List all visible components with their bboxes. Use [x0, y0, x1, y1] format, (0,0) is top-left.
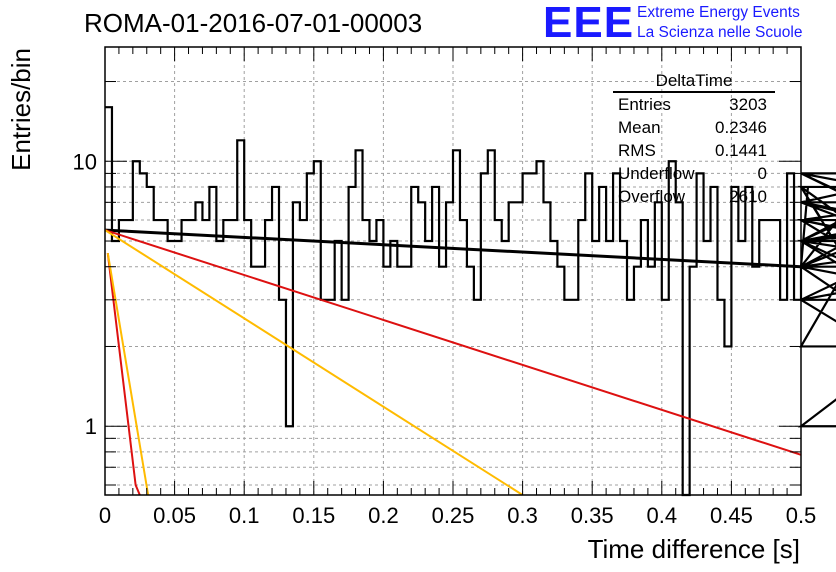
stats-label: Overflow	[618, 187, 686, 206]
stats-row-underflow: Underflow 0	[611, 162, 775, 185]
stats-label: RMS	[618, 141, 656, 160]
fit-line-black	[104, 228, 802, 269]
stats-value: 0.2346	[715, 118, 767, 137]
x-tick-label: 0.05	[153, 503, 196, 528]
eee-logo: EEE Extreme Energy Events La Scienza nel…	[543, 0, 833, 47]
x-tick-label: 0.3	[507, 503, 538, 528]
x-tick-label: 0.45	[710, 503, 753, 528]
y-axis-label: Entries/bin	[6, 48, 36, 171]
fit-line-red	[106, 253, 141, 496]
stats-box: DeltaTime Entries 3203 Mean 0.2346 RMS 0…	[611, 70, 775, 208]
x-tick-label: 0	[99, 503, 111, 528]
stats-row-mean: Mean 0.2346	[611, 116, 775, 139]
fit-line-orange	[106, 252, 150, 496]
x-tick-label: 0.35	[571, 503, 614, 528]
histogram-layer	[105, 106, 836, 497]
y-tick-label: 1	[85, 414, 97, 439]
x-tick-label: 0.4	[647, 503, 678, 528]
fit-line-orange	[104, 229, 524, 496]
stats-value: 0	[757, 164, 767, 183]
histogram-steps	[105, 106, 836, 497]
stats-label: Mean	[618, 118, 661, 137]
fit-line-red	[104, 229, 802, 456]
stats-row-entries: Entries 3203	[611, 93, 775, 116]
stats-label: Underflow	[618, 164, 695, 183]
stats-value: 2610	[729, 187, 767, 206]
tick-layer	[104, 47, 802, 495]
stats-value: 0.1441	[715, 141, 767, 160]
x-tick-label: 0.5	[786, 503, 817, 528]
chart-title: ROMA-01-2016-07-01-00003	[84, 8, 423, 38]
stats-value: 3203	[729, 95, 767, 114]
x-tick-label: 0.2	[368, 503, 399, 528]
logo-text-line2: La Scienza nelle Scuole	[637, 24, 803, 41]
logo-text-line1: Extreme Energy Events	[637, 4, 800, 21]
stats-row-rms: RMS 0.1441	[611, 139, 775, 162]
stats-box-title: DeltaTime	[613, 70, 775, 93]
fit-curves-layer	[104, 228, 802, 496]
stats-row-overflow: Overflow 2610	[611, 185, 775, 208]
eee-logo-mark: EEE	[543, 0, 635, 47]
stats-label: Entries	[618, 95, 671, 114]
tick-label-layer: 0 0.05 0.1 0.15 0.2 0.25 0.3 0.35 0.4 0.45 0.5 1 10	[73, 149, 817, 528]
x-tick-label: 0.1	[229, 503, 260, 528]
x-axis-label: Time difference [s]	[588, 534, 800, 564]
x-tick-label: 0.25	[432, 503, 475, 528]
x-tick-label: 0.15	[292, 503, 335, 528]
y-tick-label: 10	[73, 149, 97, 174]
